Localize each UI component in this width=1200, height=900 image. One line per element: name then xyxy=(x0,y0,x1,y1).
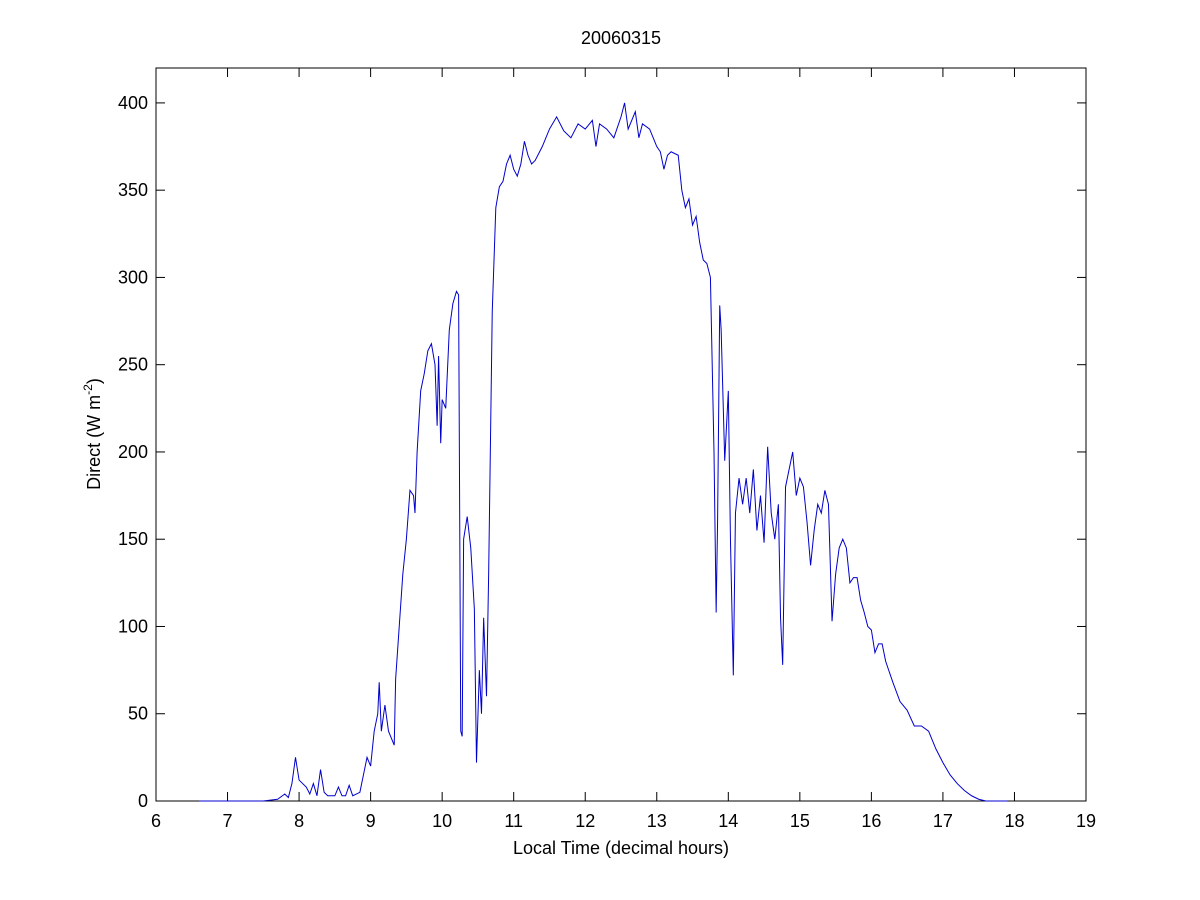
x-tick-label: 14 xyxy=(718,811,738,831)
x-tick-label: 9 xyxy=(366,811,376,831)
y-tick-label: 250 xyxy=(118,355,148,375)
y-axis-label-tail: ) xyxy=(84,378,104,384)
y-tick-label: 300 xyxy=(118,267,148,287)
x-tick-label: 10 xyxy=(432,811,452,831)
y-tick-label: 350 xyxy=(118,180,148,200)
chart-title: 20060315 xyxy=(581,28,661,48)
y-axis-label-text: Direct (W m xyxy=(84,395,104,490)
x-tick-label: 13 xyxy=(647,811,667,831)
x-tick-label: 17 xyxy=(933,811,953,831)
plot-frame xyxy=(155,67,1087,802)
x-tick-label: 7 xyxy=(223,811,233,831)
y-tick-label: 150 xyxy=(118,529,148,549)
x-axis-label: Local Time (decimal hours) xyxy=(513,838,729,858)
x-tick-label: 11 xyxy=(504,811,523,831)
y-tick-label: 100 xyxy=(118,616,148,636)
x-tick-label: 12 xyxy=(575,811,595,831)
x-tick-label: 15 xyxy=(790,811,810,831)
y-axis-label: Direct (W m-2) xyxy=(81,378,104,490)
x-tick-label: 19 xyxy=(1076,811,1096,831)
data-line xyxy=(198,102,1008,802)
y-tick-label: 200 xyxy=(118,442,148,462)
y-tick-label: 50 xyxy=(128,704,148,724)
y-axis-label-sup: -2 xyxy=(81,384,95,395)
y-tick-label: 0 xyxy=(138,791,148,811)
x-tick-label: 16 xyxy=(861,811,881,831)
x-tick-label: 18 xyxy=(1004,811,1024,831)
x-tick-label: 8 xyxy=(294,811,304,831)
y-tick-label: 400 xyxy=(118,93,148,113)
x-tick-label: 6 xyxy=(151,811,161,831)
